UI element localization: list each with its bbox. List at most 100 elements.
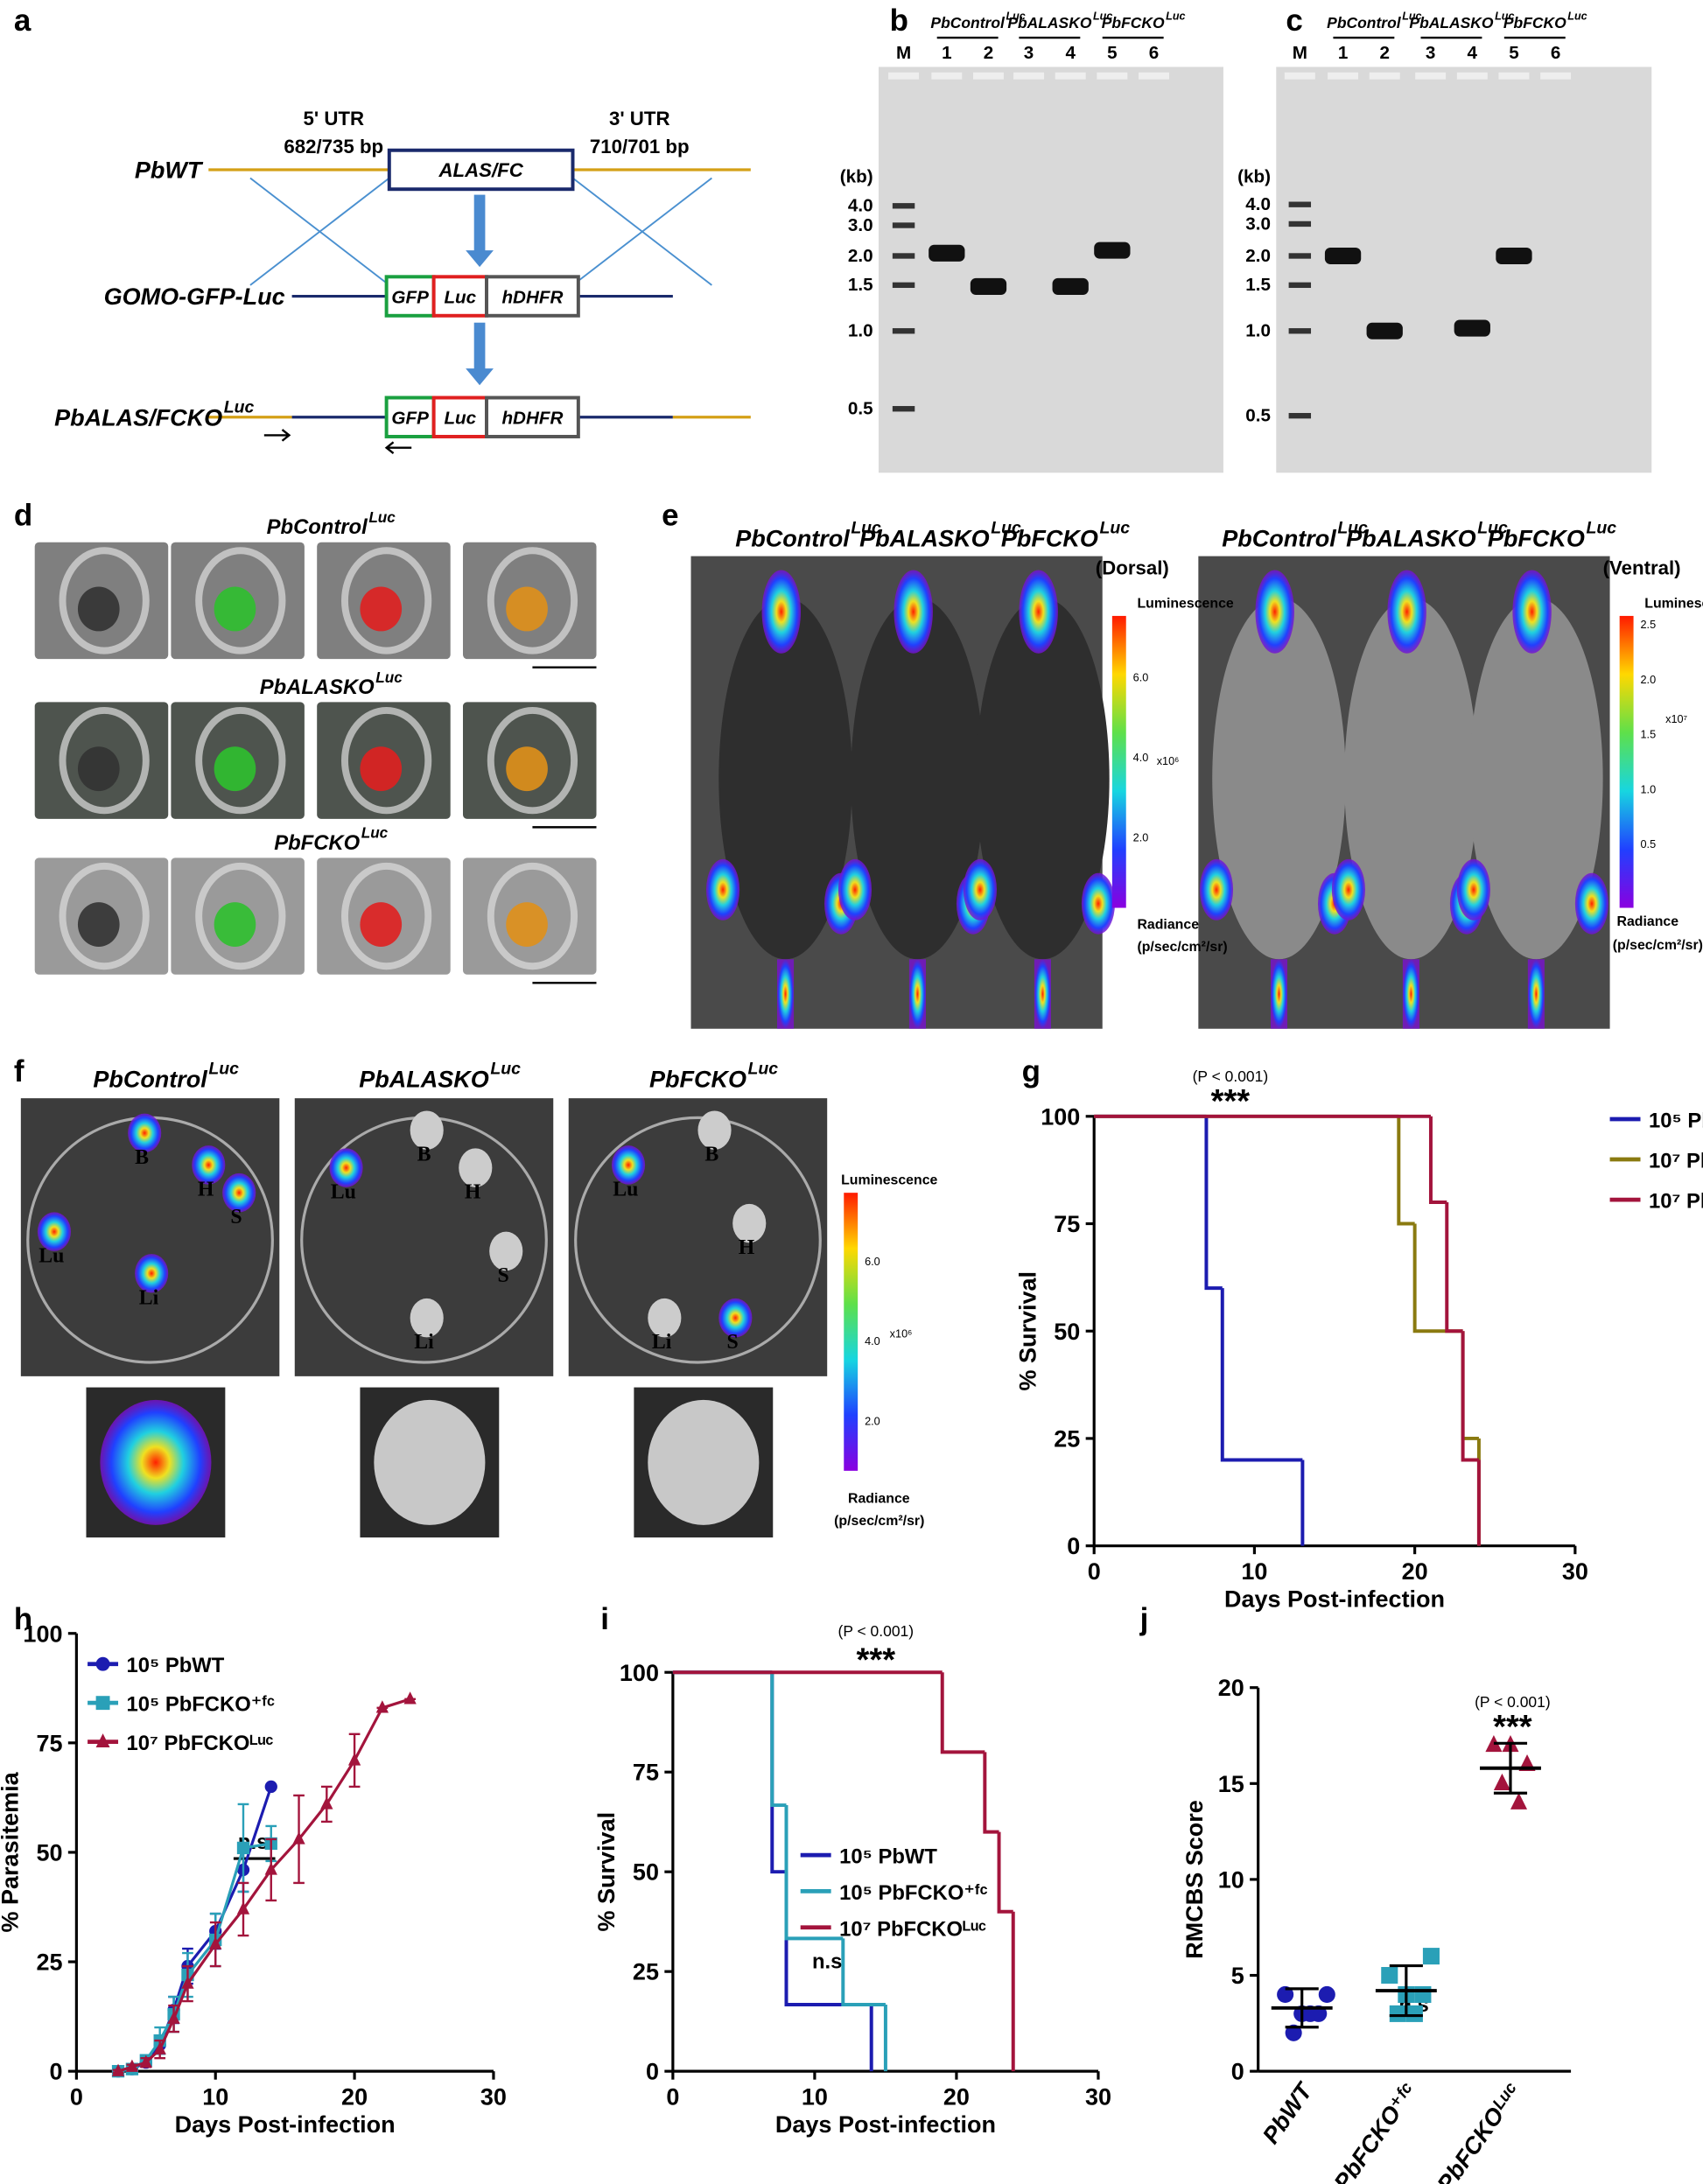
well bbox=[1013, 72, 1045, 80]
size-label: 4.0 bbox=[848, 196, 873, 216]
organ-label: Lu bbox=[39, 1245, 64, 1268]
cell bbox=[59, 706, 150, 815]
size-unit: (kb) bbox=[1237, 166, 1271, 186]
marker bbox=[375, 1700, 389, 1713]
lane-label: 1 bbox=[1338, 43, 1348, 63]
primer-arrow bbox=[263, 429, 291, 442]
organ bbox=[611, 1145, 646, 1185]
annotation: (P < 0.001) bbox=[1475, 1693, 1551, 1711]
strain-title-sup: Luc bbox=[368, 508, 396, 526]
size-label: 3.0 bbox=[1245, 214, 1271, 234]
y-tick-label: 25 bbox=[633, 1959, 659, 1985]
parasite bbox=[360, 902, 403, 947]
cell bbox=[59, 862, 150, 970]
colorbar-tick: 1.5 bbox=[1641, 729, 1657, 741]
cassette-label: hDHFR bbox=[501, 409, 563, 429]
dna-band bbox=[1324, 247, 1362, 265]
strain-title: PbALASKO bbox=[1346, 525, 1476, 551]
marker bbox=[347, 1753, 361, 1766]
strain-title-sup: Luc bbox=[851, 519, 881, 538]
ladder-band bbox=[892, 406, 915, 412]
mouse-body bbox=[1469, 598, 1603, 960]
marker bbox=[236, 1901, 250, 1914]
x-axis-title: Days Post-infection bbox=[1224, 1586, 1445, 1613]
organ-label: H bbox=[465, 1181, 481, 1204]
legend-label: 10⁵ PbFCKO⁺ᶠᶜ bbox=[839, 1881, 988, 1905]
row-label: GOMO-GFP-Luc bbox=[104, 284, 285, 310]
dna-band bbox=[1052, 277, 1089, 295]
colorbar-tick: 2.5 bbox=[1641, 619, 1657, 631]
size-label: 3.0 bbox=[848, 215, 873, 235]
parasite bbox=[77, 746, 120, 792]
strain-title-sup: Luc bbox=[361, 824, 389, 842]
x-tick-label: 0 bbox=[70, 2083, 83, 2110]
x-tick-label: 0 bbox=[666, 2083, 679, 2110]
parasite bbox=[77, 902, 120, 947]
organ bbox=[128, 1113, 162, 1153]
organ bbox=[648, 1298, 682, 1338]
survival-step bbox=[841, 1938, 886, 2006]
legend-marker bbox=[95, 1696, 110, 1711]
well bbox=[1540, 72, 1572, 80]
y-tick-label: 10 bbox=[1218, 1866, 1244, 1893]
strain-title-sup: Luc bbox=[490, 1060, 521, 1079]
colorbar-scale: x10⁷ bbox=[1665, 713, 1687, 725]
well bbox=[973, 72, 1004, 80]
arrow-head bbox=[466, 250, 494, 268]
colorbar-unit: (p/sec/cm²/sr) bbox=[1613, 938, 1703, 953]
legend-label: 10⁵ PbWT bbox=[127, 1654, 225, 1677]
well bbox=[1498, 72, 1530, 80]
signal bbox=[1387, 570, 1426, 654]
survival-step bbox=[1397, 1116, 1415, 1226]
organ-label: S bbox=[727, 1331, 739, 1354]
x-tick-label: 10 bbox=[202, 2083, 228, 2110]
row-label: PbWT bbox=[135, 158, 204, 184]
cassette-box bbox=[485, 396, 580, 438]
brain bbox=[648, 1399, 760, 1525]
lane-label: 2 bbox=[1379, 43, 1389, 63]
dna-band bbox=[1496, 247, 1532, 265]
size-label: 1.0 bbox=[848, 321, 873, 341]
organ bbox=[489, 1231, 523, 1271]
survival-step bbox=[770, 1672, 787, 1874]
lane-label: M bbox=[1293, 43, 1307, 63]
y-axis-title: % Survival bbox=[593, 1812, 620, 1932]
colorbar bbox=[844, 1193, 859, 1471]
marker bbox=[181, 1976, 194, 1989]
panel-label: b bbox=[890, 4, 908, 38]
colorbar-scale: x10⁶ bbox=[1157, 755, 1180, 767]
colorbar bbox=[1619, 615, 1634, 908]
y-tick-label: 15 bbox=[1218, 1771, 1244, 1797]
arrow-shaft bbox=[473, 322, 486, 372]
parasite bbox=[506, 902, 548, 947]
annotation: (P < 0.001) bbox=[838, 1622, 915, 1640]
colorbar-tick: 4.0 bbox=[1133, 752, 1149, 764]
ladder-band bbox=[892, 282, 915, 289]
crossover-line bbox=[571, 177, 712, 286]
sd-bar bbox=[1389, 1964, 1423, 2018]
lane-label: M bbox=[896, 43, 911, 63]
strain-title: PbControl bbox=[1222, 525, 1336, 551]
annotation: n.s bbox=[812, 1950, 842, 1974]
lane-label: 3 bbox=[1024, 43, 1034, 63]
organ-label: Li bbox=[652, 1331, 672, 1354]
organ bbox=[37, 1212, 72, 1251]
row-label: PbALAS/FCKO bbox=[54, 404, 222, 430]
legend-label: 10⁷ PbFCKOᴸᵘᶜ bbox=[127, 1732, 274, 1755]
cassette-box bbox=[485, 275, 580, 318]
cassette-box bbox=[384, 275, 436, 318]
ladder-band bbox=[1288, 253, 1312, 259]
y-tick-label: 75 bbox=[633, 1760, 659, 1786]
group-label: PbALASKO bbox=[1409, 14, 1493, 32]
cell bbox=[340, 862, 432, 970]
signal bbox=[1512, 570, 1552, 654]
y-tick-label: 0 bbox=[1067, 1533, 1080, 1559]
dna-band bbox=[929, 244, 965, 262]
organ-label: S bbox=[230, 1206, 242, 1228]
well bbox=[1456, 72, 1488, 80]
group-label-sup: Luc bbox=[1567, 10, 1587, 22]
parasite bbox=[214, 746, 256, 792]
gene-box-label: ALAS/FC bbox=[438, 159, 523, 181]
x-tick-label: 0 bbox=[1088, 1558, 1101, 1585]
